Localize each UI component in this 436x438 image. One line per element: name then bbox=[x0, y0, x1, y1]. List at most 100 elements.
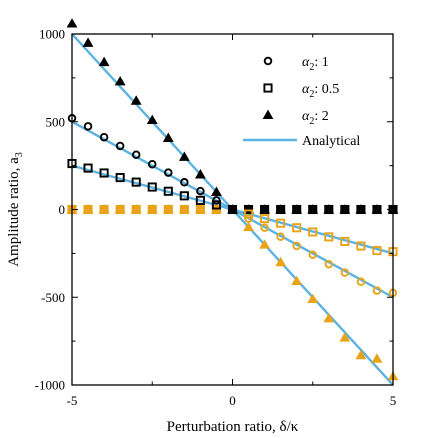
data-markers bbox=[66, 18, 399, 381]
data-point-triangle bbox=[146, 114, 158, 125]
data-point-triangle bbox=[339, 332, 351, 342]
data-point-triangle bbox=[291, 275, 303, 286]
data-point-triangle bbox=[243, 221, 254, 232]
data-point-square bbox=[147, 182, 157, 192]
data-point-triangle bbox=[275, 256, 287, 267]
x-tick-label: -5 bbox=[67, 393, 78, 408]
data-point-square bbox=[372, 246, 382, 256]
data-point-square bbox=[292, 223, 302, 233]
data-point-circle bbox=[324, 260, 334, 269]
legend-label-analytical: Analytical bbox=[302, 134, 360, 149]
x-tick-labels: -5 0 5 bbox=[67, 393, 397, 408]
data-point-triangle bbox=[195, 169, 206, 179]
data-point-circle bbox=[180, 178, 189, 187]
data-point-triangle bbox=[178, 151, 190, 161]
data-point-triangle bbox=[82, 37, 94, 47]
data-point-circle bbox=[99, 132, 109, 142]
data-point-circle bbox=[131, 150, 141, 159]
zero-point bbox=[195, 204, 206, 214]
data-point-circle bbox=[196, 186, 205, 196]
legend-label-base: α bbox=[302, 109, 310, 124]
zero-point bbox=[82, 204, 94, 214]
legend-label: α2: 0.5 bbox=[302, 82, 339, 100]
data-point-triangle bbox=[355, 349, 367, 360]
data-point-square bbox=[276, 218, 286, 228]
data-point-circle bbox=[147, 159, 157, 169]
data-point-square bbox=[195, 195, 205, 205]
x-tick-label: 5 bbox=[390, 393, 397, 408]
zero-point bbox=[355, 204, 367, 214]
legend-label: α2: 1 bbox=[302, 55, 329, 73]
zero-point bbox=[130, 204, 142, 214]
zero-point bbox=[114, 204, 126, 214]
data-point-circle bbox=[340, 268, 350, 277]
zero-point bbox=[259, 204, 270, 214]
zero-point bbox=[146, 204, 158, 214]
data-point-triangle bbox=[98, 56, 110, 67]
y-tick-label: 500 bbox=[46, 114, 66, 129]
y-axis-title: Amplitude ratio, a3 bbox=[6, 152, 25, 267]
legend-label-value: : 1 bbox=[314, 55, 328, 70]
data-point-circle bbox=[164, 168, 173, 177]
data-point-triangle bbox=[114, 75, 126, 86]
legend-marker-triangle bbox=[262, 109, 274, 120]
data-point-triangle bbox=[307, 293, 319, 304]
zero-point bbox=[178, 204, 190, 214]
legend-label-value: : 0.5 bbox=[314, 82, 339, 97]
data-point-circle bbox=[372, 286, 382, 295]
zero-point bbox=[323, 204, 335, 214]
data-point-square bbox=[163, 186, 173, 196]
data-point-triangle bbox=[259, 239, 270, 249]
data-point-square bbox=[131, 177, 141, 187]
legend-label: α2: 2 bbox=[302, 109, 329, 127]
y-tick-label: -500 bbox=[41, 290, 65, 305]
legend-label-subscript: 2 bbox=[309, 89, 314, 100]
data-point-circle bbox=[212, 196, 221, 205]
data-point-triangle bbox=[371, 353, 383, 363]
zero-markers bbox=[66, 204, 399, 215]
zero-point bbox=[98, 204, 110, 214]
y-tick-label: 0 bbox=[59, 202, 66, 217]
zero-point bbox=[371, 204, 383, 214]
data-point-circle bbox=[356, 277, 366, 287]
legend-label-subscript: 2 bbox=[309, 62, 314, 73]
data-point-square bbox=[99, 168, 109, 178]
data-point-square bbox=[356, 241, 366, 251]
data-point-triangle bbox=[66, 18, 78, 28]
zero-point bbox=[339, 204, 351, 214]
zero-point bbox=[162, 204, 174, 214]
data-point-square bbox=[83, 163, 93, 173]
data-point-square bbox=[243, 209, 254, 219]
legend-label-base: α bbox=[302, 82, 310, 97]
data-point-circle bbox=[276, 232, 285, 241]
data-point-triangle bbox=[162, 132, 174, 142]
x-tick-label: 0 bbox=[229, 393, 236, 408]
x-axis-title: Perturbation ratio, δ/κ bbox=[167, 419, 299, 435]
data-point-square bbox=[115, 173, 125, 183]
legend-label-base: α bbox=[302, 55, 310, 70]
y-tick-labels: 1000 500 0 -500 -1000 bbox=[35, 27, 65, 393]
zero-point bbox=[275, 204, 287, 214]
data-point-circle bbox=[260, 223, 269, 233]
data-point-circle bbox=[83, 122, 93, 131]
data-point-circle bbox=[115, 141, 125, 151]
y-tick-label: -1000 bbox=[35, 378, 65, 393]
data-point-triangle bbox=[130, 95, 142, 105]
axis-ticks bbox=[71, 33, 394, 386]
data-point-triangle bbox=[211, 186, 222, 196]
y-tick-label: 1000 bbox=[39, 27, 65, 42]
data-point-triangle bbox=[323, 312, 335, 323]
data-point-square bbox=[340, 236, 350, 246]
data-point-circle bbox=[308, 250, 318, 260]
legend-marker-square bbox=[263, 83, 273, 93]
zero-point bbox=[227, 204, 238, 214]
data-point-square bbox=[179, 191, 189, 201]
legend-label-value: : 2 bbox=[314, 109, 328, 124]
zero-point bbox=[307, 204, 319, 214]
legend-label-subscript: 2 bbox=[309, 116, 314, 127]
data-point-square bbox=[324, 232, 334, 242]
data-point-square bbox=[211, 200, 222, 210]
data-point-square bbox=[260, 214, 270, 224]
